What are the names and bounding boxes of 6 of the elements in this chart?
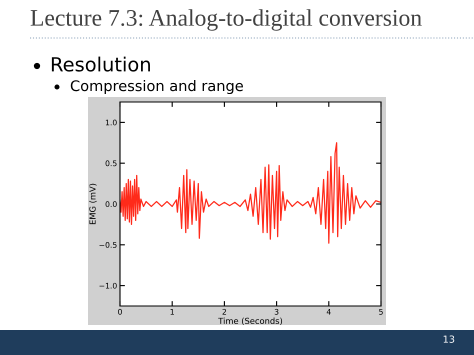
text: Resolution bbox=[52, 56, 150, 72]
text: 13 bbox=[444, 335, 454, 343]
text: Compression and range bbox=[70, 80, 243, 94]
x-axis-title: Time (Seconds) bbox=[218, 318, 282, 325]
y-axis-title: EMG (mV) bbox=[89, 184, 97, 224]
chart-title: Lecture 7.3: Analog-to-digital conversion bbox=[30, 9, 422, 31]
